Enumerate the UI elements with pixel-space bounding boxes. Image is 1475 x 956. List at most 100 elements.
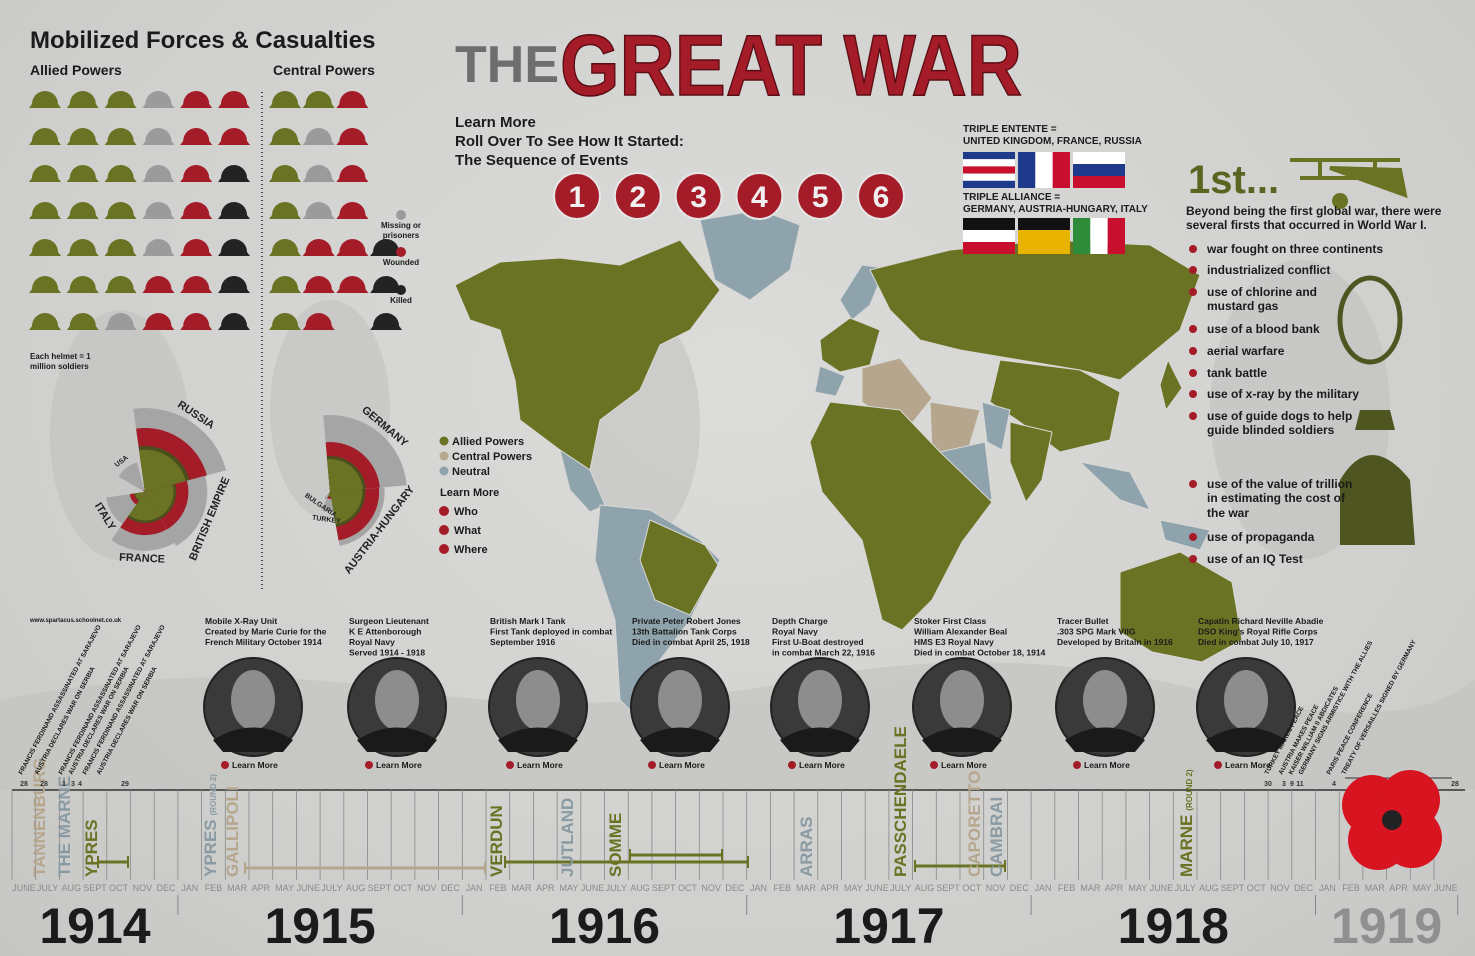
battle-label: JUTLAND xyxy=(558,798,577,877)
alliance-label: TRIPLE ENTENTE = xyxy=(963,124,1057,135)
profile-link[interactable]: Learn More xyxy=(1084,760,1130,770)
legend-dot xyxy=(396,247,406,257)
profile-link[interactable]: Learn More xyxy=(659,760,705,770)
step-number[interactable]: 3 xyxy=(690,181,707,214)
rose-core-inner xyxy=(329,492,330,494)
step-number[interactable]: 4 xyxy=(751,181,768,214)
helmet xyxy=(66,165,99,182)
link-dot[interactable] xyxy=(439,525,449,535)
step-button[interactable] xyxy=(613,172,662,220)
helmet xyxy=(104,127,137,145)
battle-name: JUTLAND xyxy=(558,798,577,877)
profile-link[interactable]: Learn More xyxy=(941,760,987,770)
helmet xyxy=(104,165,137,182)
helmet xyxy=(66,276,99,293)
profile-caption: Depth Charge xyxy=(772,616,828,626)
rose-core-inner xyxy=(330,489,363,524)
profile-link[interactable]: Learn More xyxy=(232,760,278,770)
bullet xyxy=(1189,390,1197,398)
link-dot[interactable] xyxy=(439,506,449,516)
step-number[interactable]: 1 xyxy=(569,181,586,214)
link-dot[interactable] xyxy=(930,761,938,769)
first-item: use of an IQ Test xyxy=(1207,552,1303,566)
link-label[interactable]: Who xyxy=(454,506,478,518)
month-label: AUG xyxy=(1199,883,1219,893)
link-label[interactable]: What xyxy=(454,525,481,537)
month-label: JULY xyxy=(37,883,58,893)
step-button[interactable] xyxy=(735,172,784,220)
helmet xyxy=(218,165,250,182)
link-dot[interactable] xyxy=(506,761,514,769)
link-label[interactable]: Where xyxy=(454,544,488,556)
bullet xyxy=(1189,347,1197,355)
step-number[interactable]: 6 xyxy=(873,181,890,214)
battle-name: YPRES xyxy=(82,819,101,877)
helmet xyxy=(218,239,250,256)
step-button[interactable] xyxy=(553,172,601,220)
battle-label: SOMME xyxy=(606,813,625,877)
biplane xyxy=(1290,158,1408,209)
map-region xyxy=(1078,461,1152,511)
month-label: JULY xyxy=(606,883,627,893)
profile-caption: Royal Navy xyxy=(349,637,395,647)
profile-link[interactable]: Learn More xyxy=(376,760,422,770)
flag-stripe xyxy=(963,230,1015,242)
month-label: OCT xyxy=(394,883,414,893)
central-label: Central Powers xyxy=(273,62,375,78)
helmet xyxy=(336,276,369,293)
battle-label: CAMBRAI xyxy=(987,797,1006,877)
profile-caption: K E Attenborough xyxy=(349,627,421,637)
map-region xyxy=(869,239,1201,381)
day-label: 1 xyxy=(62,781,66,788)
year-label: 1919 xyxy=(1331,898,1442,954)
legend-dot xyxy=(396,210,406,220)
profile-link[interactable]: Learn More xyxy=(517,760,563,770)
link-dot[interactable] xyxy=(221,761,229,769)
step-button[interactable] xyxy=(674,172,723,220)
profile-link[interactable]: Learn More xyxy=(1225,760,1271,770)
photo-subject xyxy=(798,670,842,730)
link-dot[interactable] xyxy=(788,761,796,769)
day-label: 3 xyxy=(71,781,75,788)
profile-caption: Royal Navy xyxy=(772,627,818,637)
flag-stripe xyxy=(1073,152,1125,164)
battle-note: (ROUND 2) xyxy=(1185,769,1194,811)
day-label: 28 xyxy=(40,781,48,788)
month-label: NOV xyxy=(417,883,437,893)
step-button[interactable] xyxy=(857,172,905,220)
rose-core-inner xyxy=(128,492,160,521)
helmet xyxy=(66,202,99,219)
month-label: FEB xyxy=(1342,883,1360,893)
helmet xyxy=(142,128,175,145)
photo-subject xyxy=(231,670,275,730)
helmet xyxy=(29,202,61,219)
profile-caption: HMS E3 Royal Navy xyxy=(914,637,994,647)
first-item: use of propaganda xyxy=(1207,530,1315,544)
step-button[interactable] xyxy=(796,172,845,220)
step-number[interactable]: 2 xyxy=(629,181,646,214)
battle-name: MARNE xyxy=(1177,815,1196,877)
month-label: APR xyxy=(1105,883,1124,893)
month-label: DEC xyxy=(725,883,745,893)
month-label: OCT xyxy=(1247,883,1267,893)
month-label: JAN xyxy=(1034,883,1051,893)
link-dot[interactable] xyxy=(1073,761,1081,769)
title-main: GREAT WAR xyxy=(560,18,1022,114)
profile-caption: Served 1914 - 1918 xyxy=(349,648,425,658)
sequence-line: Learn More xyxy=(455,114,536,131)
link-dot[interactable] xyxy=(648,761,656,769)
month-label: FEB xyxy=(1058,883,1076,893)
helmet xyxy=(370,276,403,293)
helmet xyxy=(269,239,301,256)
link-dot[interactable] xyxy=(1214,761,1222,769)
helmet xyxy=(269,128,301,145)
month-label: SEPT xyxy=(936,883,960,893)
photo-subject xyxy=(375,670,419,730)
link-dot[interactable] xyxy=(439,544,449,554)
battle-name: ARRAS xyxy=(797,817,816,877)
month-label: DEC xyxy=(441,883,461,893)
profile-link[interactable]: Learn More xyxy=(799,760,845,770)
step-number[interactable]: 5 xyxy=(812,181,829,214)
link-dot[interactable] xyxy=(365,761,373,769)
